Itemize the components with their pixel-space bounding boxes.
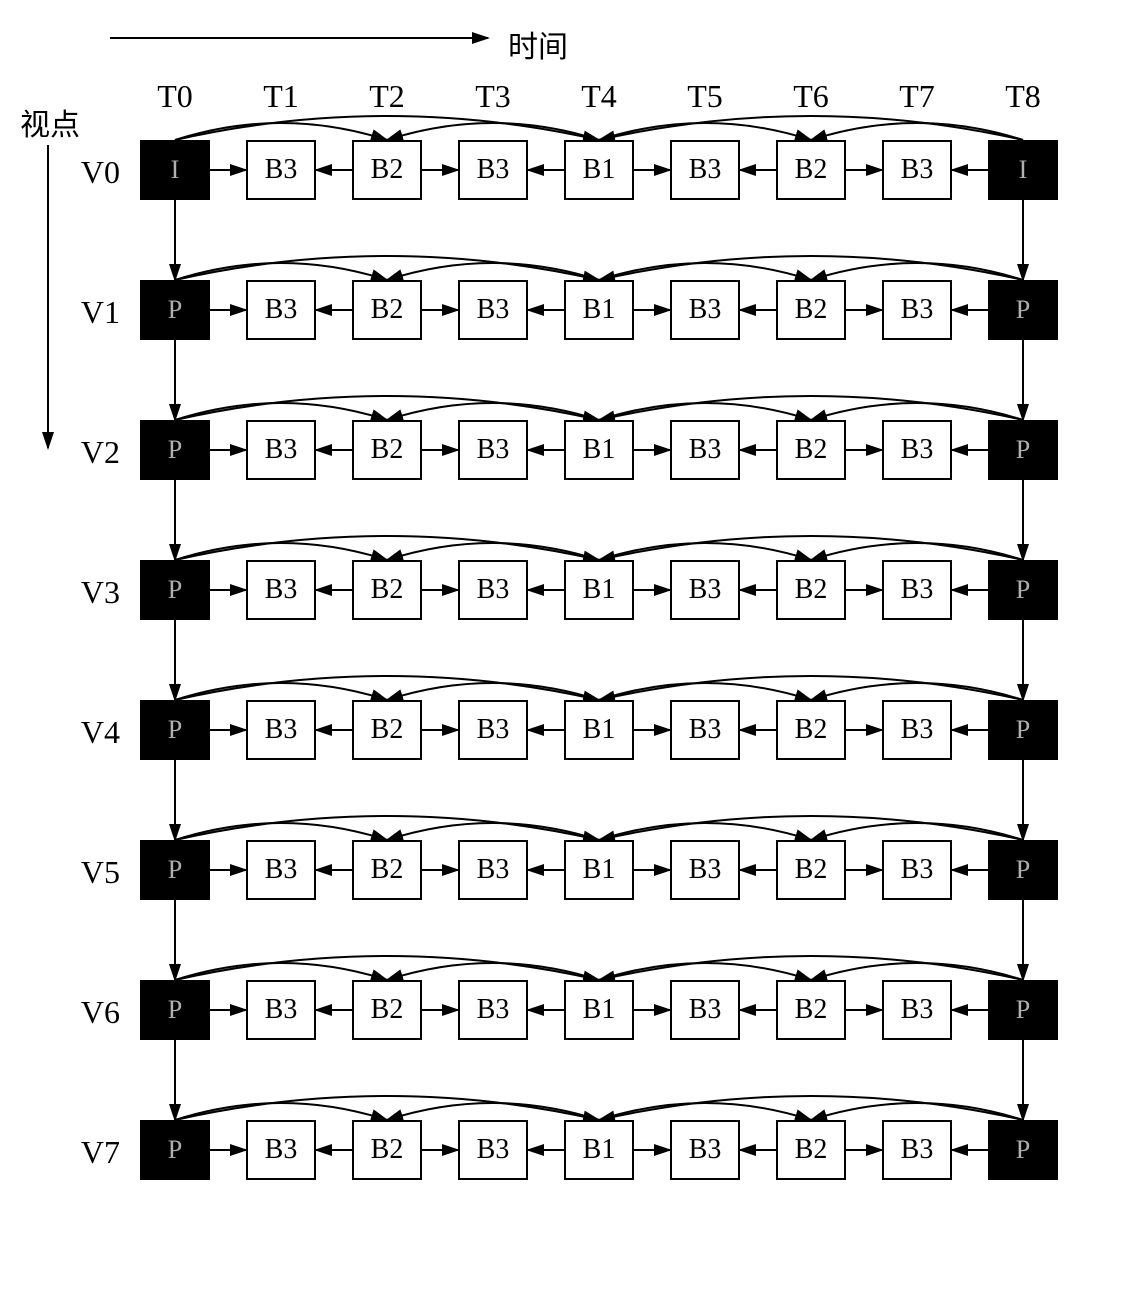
b-frame-node: B2 bbox=[776, 700, 846, 760]
b-frame-node: B3 bbox=[882, 280, 952, 340]
arrow-overlay bbox=[20, 20, 1116, 1271]
b-frame-node: B2 bbox=[776, 280, 846, 340]
view-row-label: V1 bbox=[70, 294, 120, 331]
anchor-frame-node: P bbox=[988, 280, 1058, 340]
b-frame-node: B1 bbox=[564, 560, 634, 620]
b-frame-node: B2 bbox=[352, 1120, 422, 1180]
b-frame-node: B3 bbox=[670, 420, 740, 480]
b-frame-node: B3 bbox=[246, 980, 316, 1040]
anchor-frame-node: P bbox=[140, 700, 210, 760]
time-col-label: T2 bbox=[352, 78, 422, 115]
b-frame-node: B3 bbox=[670, 840, 740, 900]
time-col-label: T8 bbox=[988, 78, 1058, 115]
anchor-frame-node: P bbox=[140, 560, 210, 620]
view-row-label: V4 bbox=[70, 714, 120, 751]
b-frame-node: B2 bbox=[776, 140, 846, 200]
b-frame-node: B3 bbox=[670, 700, 740, 760]
view-axis-label: 视点 bbox=[20, 100, 80, 144]
b-frame-node: B3 bbox=[670, 280, 740, 340]
b-frame-node: B2 bbox=[776, 840, 846, 900]
view-row-label: V7 bbox=[70, 1134, 120, 1171]
b-frame-node: B3 bbox=[458, 1120, 528, 1180]
b-frame-node: B3 bbox=[246, 840, 316, 900]
time-col-label: T3 bbox=[458, 78, 528, 115]
b-frame-node: B3 bbox=[246, 560, 316, 620]
b-frame-node: B3 bbox=[670, 140, 740, 200]
time-col-label: T6 bbox=[776, 78, 846, 115]
b-frame-node: B3 bbox=[458, 700, 528, 760]
b-frame-node: B3 bbox=[882, 420, 952, 480]
time-col-label: T1 bbox=[246, 78, 316, 115]
b-frame-node: B2 bbox=[352, 840, 422, 900]
b-frame-node: B2 bbox=[776, 980, 846, 1040]
anchor-frame-node: P bbox=[988, 840, 1058, 900]
b-frame-node: B3 bbox=[882, 140, 952, 200]
anchor-frame-node: P bbox=[988, 1120, 1058, 1180]
view-row-label: V5 bbox=[70, 854, 120, 891]
b-frame-node: B3 bbox=[458, 140, 528, 200]
view-row-label: V3 bbox=[70, 574, 120, 611]
b-frame-node: B3 bbox=[458, 840, 528, 900]
anchor-frame-node: I bbox=[988, 140, 1058, 200]
b-frame-node: B2 bbox=[352, 560, 422, 620]
b-frame-node: B3 bbox=[670, 980, 740, 1040]
time-col-label: T4 bbox=[564, 78, 634, 115]
b-frame-node: B1 bbox=[564, 700, 634, 760]
b-frame-node: B2 bbox=[352, 140, 422, 200]
b-frame-node: B3 bbox=[882, 840, 952, 900]
b-frame-node: B1 bbox=[564, 280, 634, 340]
b-frame-node: B3 bbox=[458, 560, 528, 620]
b-frame-node: B3 bbox=[882, 1120, 952, 1180]
anchor-frame-node: P bbox=[988, 980, 1058, 1040]
b-frame-node: B3 bbox=[246, 140, 316, 200]
view-row-label: V2 bbox=[70, 434, 120, 471]
b-frame-node: B3 bbox=[458, 420, 528, 480]
anchor-frame-node: P bbox=[140, 280, 210, 340]
b-frame-node: B3 bbox=[458, 980, 528, 1040]
b-frame-node: B1 bbox=[564, 1120, 634, 1180]
anchor-frame-node: P bbox=[988, 700, 1058, 760]
b-frame-node: B1 bbox=[564, 980, 634, 1040]
b-frame-node: B1 bbox=[564, 840, 634, 900]
anchor-frame-node: P bbox=[140, 840, 210, 900]
b-frame-node: B3 bbox=[246, 420, 316, 480]
time-axis-label: 时间 bbox=[508, 22, 568, 66]
anchor-frame-node: P bbox=[140, 980, 210, 1040]
b-frame-node: B2 bbox=[352, 980, 422, 1040]
b-frame-node: B3 bbox=[882, 700, 952, 760]
b-frame-node: B3 bbox=[246, 280, 316, 340]
b-frame-node: B2 bbox=[776, 1120, 846, 1180]
b-frame-node: B1 bbox=[564, 420, 634, 480]
b-frame-node: B2 bbox=[352, 700, 422, 760]
b-frame-node: B3 bbox=[246, 1120, 316, 1180]
b-frame-node: B3 bbox=[670, 1120, 740, 1180]
view-row-label: V0 bbox=[70, 154, 120, 191]
b-frame-node: B2 bbox=[776, 420, 846, 480]
prediction-structure-diagram: 时间视点 T0 T1 T2 T3 T4 T5 T6 T7 T8 V0 I B3 B2 B3 B1 B3 B2 B3 I… bbox=[20, 20, 1116, 1271]
b-frame-node: B3 bbox=[882, 560, 952, 620]
time-col-label: T7 bbox=[882, 78, 952, 115]
b-frame-node: B3 bbox=[882, 980, 952, 1040]
anchor-frame-node: P bbox=[140, 1120, 210, 1180]
b-frame-node: B2 bbox=[352, 420, 422, 480]
b-frame-node: B1 bbox=[564, 140, 634, 200]
view-row-label: V6 bbox=[70, 994, 120, 1031]
b-frame-node: B2 bbox=[352, 280, 422, 340]
time-col-label: T0 bbox=[140, 78, 210, 115]
b-frame-node: B3 bbox=[670, 560, 740, 620]
b-frame-node: B3 bbox=[246, 700, 316, 760]
time-col-label: T5 bbox=[670, 78, 740, 115]
anchor-frame-node: P bbox=[988, 560, 1058, 620]
anchor-frame-node: P bbox=[140, 420, 210, 480]
anchor-frame-node: P bbox=[988, 420, 1058, 480]
anchor-frame-node: I bbox=[140, 140, 210, 200]
b-frame-node: B2 bbox=[776, 560, 846, 620]
b-frame-node: B3 bbox=[458, 280, 528, 340]
